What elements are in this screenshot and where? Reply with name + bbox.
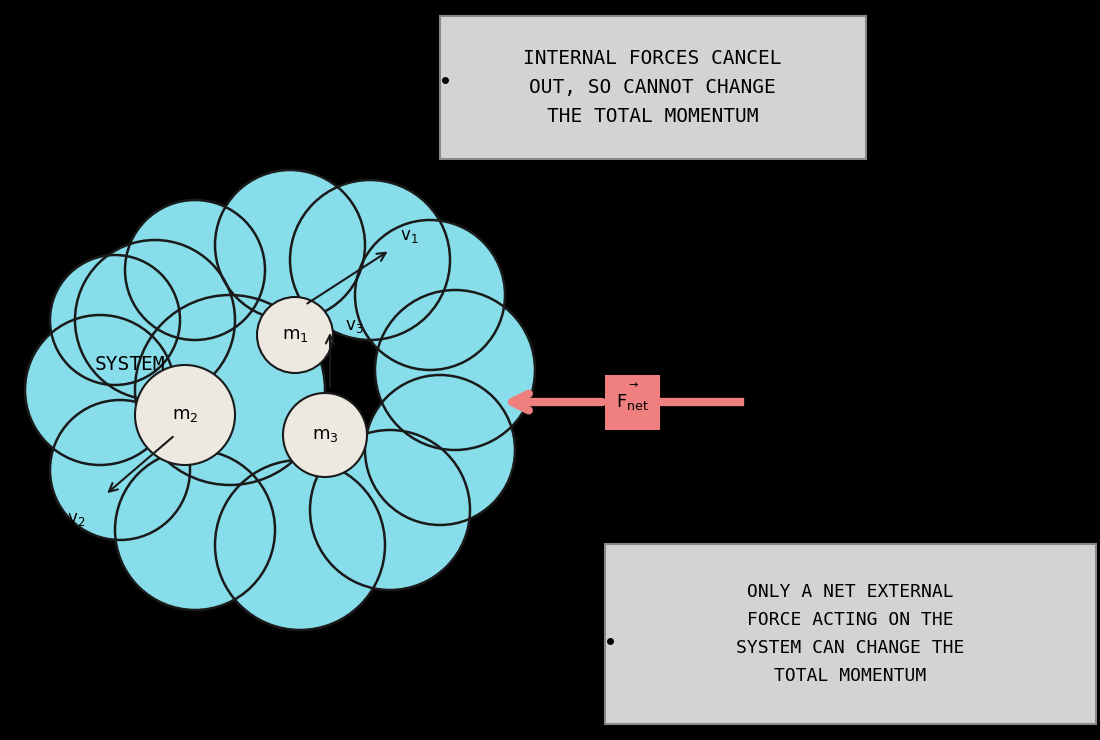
FancyBboxPatch shape <box>605 375 660 430</box>
Ellipse shape <box>355 220 505 370</box>
Ellipse shape <box>135 295 324 485</box>
Ellipse shape <box>125 200 265 340</box>
Text: INTERNAL FORCES CANCEL
OUT, SO CANNOT CHANGE
THE TOTAL MOMENTUM: INTERNAL FORCES CANCEL OUT, SO CANNOT CH… <box>524 49 782 127</box>
Text: m$_1$: m$_1$ <box>282 326 308 344</box>
Ellipse shape <box>50 400 190 540</box>
FancyBboxPatch shape <box>605 545 1096 724</box>
Ellipse shape <box>214 460 385 630</box>
Ellipse shape <box>310 430 470 590</box>
Ellipse shape <box>25 315 175 465</box>
Ellipse shape <box>116 450 275 610</box>
Text: $\mathsf{F}_{\mathsf{net}}$: $\mathsf{F}_{\mathsf{net}}$ <box>616 392 649 412</box>
FancyBboxPatch shape <box>440 16 866 158</box>
Ellipse shape <box>257 297 333 373</box>
Text: v$_3$: v$_3$ <box>345 317 363 335</box>
Ellipse shape <box>75 240 235 400</box>
Text: SYSTEM: SYSTEM <box>95 355 165 374</box>
Text: ONLY A NET EXTERNAL
FORCE ACTING ON THE
SYSTEM CAN CHANGE THE
TOTAL MOMENTUM: ONLY A NET EXTERNAL FORCE ACTING ON THE … <box>736 583 965 684</box>
Text: m$_3$: m$_3$ <box>311 426 339 444</box>
Text: m$_2$: m$_2$ <box>172 406 198 424</box>
Text: $\rightarrow$: $\rightarrow$ <box>626 379 639 389</box>
Ellipse shape <box>365 375 515 525</box>
Ellipse shape <box>214 170 365 320</box>
Ellipse shape <box>50 255 180 385</box>
Ellipse shape <box>290 180 450 340</box>
Text: v$_2$: v$_2$ <box>67 510 85 528</box>
Text: v$_1$: v$_1$ <box>400 227 418 245</box>
Ellipse shape <box>283 393 367 477</box>
Ellipse shape <box>135 365 235 465</box>
Ellipse shape <box>375 290 535 450</box>
